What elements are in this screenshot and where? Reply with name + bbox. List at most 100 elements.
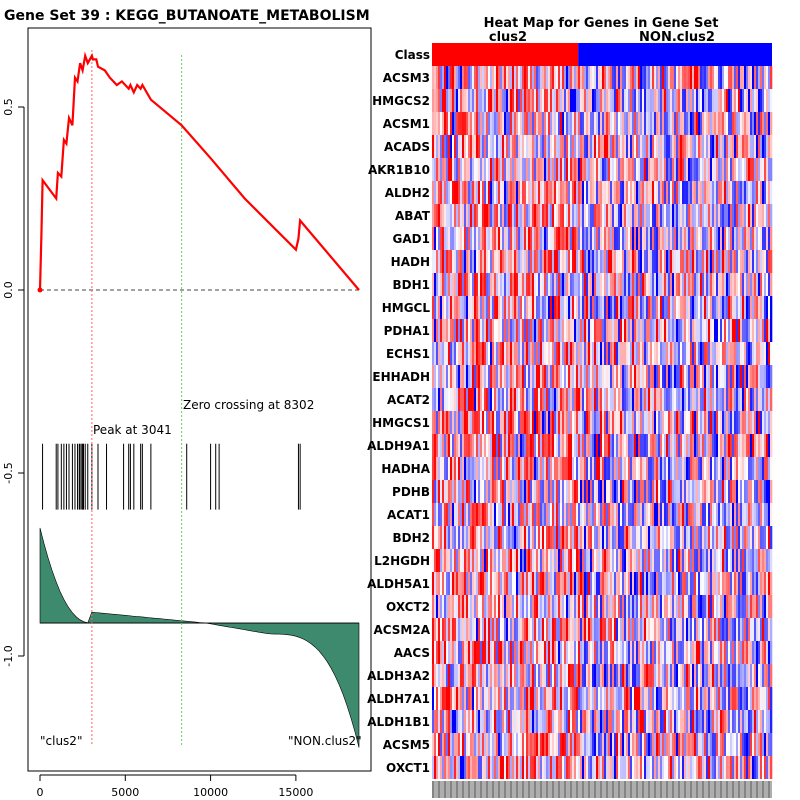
heatmap-cell <box>658 250 661 273</box>
heatmap-cell <box>504 595 507 618</box>
heatmap-cell <box>434 664 437 687</box>
heatmap-cell <box>610 342 613 365</box>
heatmap-cell <box>434 503 437 526</box>
heatmap-cell <box>462 296 465 319</box>
heatmap-cell <box>760 664 763 687</box>
heatmap-cell <box>766 365 769 388</box>
heatmap-cell <box>564 710 567 733</box>
heatmap-cell <box>760 457 763 480</box>
heatmap-cell <box>680 204 683 227</box>
heatmap-cell <box>632 296 635 319</box>
heatmap-cell <box>714 319 717 342</box>
heatmap-cell <box>486 618 489 641</box>
heatmap-cell <box>474 319 477 342</box>
heatmap-cell <box>542 457 545 480</box>
heatmap-cell <box>480 388 483 411</box>
heatmap-cell <box>496 273 499 296</box>
heatmap-cell <box>664 250 667 273</box>
heatmap-cell <box>588 618 591 641</box>
heatmap-cell <box>636 434 639 457</box>
heatmap-cell <box>534 457 537 480</box>
heatmap-cell <box>670 710 673 733</box>
heatmap-cell <box>566 411 569 434</box>
heatmap-cell <box>470 227 473 250</box>
heatmap-cell <box>516 204 519 227</box>
heatmap-cell <box>544 434 547 457</box>
heatmap-cell <box>678 480 681 503</box>
heatmap-cell <box>448 250 451 273</box>
heatmap-cell <box>652 296 655 319</box>
heatmap-cell <box>738 549 741 572</box>
heatmap-cell <box>558 664 561 687</box>
heatmap-cell <box>488 135 491 158</box>
heatmap-cell <box>718 319 721 342</box>
heatmap-cell <box>622 181 625 204</box>
heatmap-cell <box>718 664 721 687</box>
heatmap-cell <box>454 595 457 618</box>
heatmap-cell <box>726 664 729 687</box>
heatmap-cell <box>472 204 475 227</box>
heatmap-cell <box>702 296 705 319</box>
heatmap-cell <box>600 457 603 480</box>
heatmap-cell <box>568 250 571 273</box>
heatmap-cell <box>576 595 579 618</box>
heatmap-cell <box>518 342 521 365</box>
heatmap-cell <box>646 89 649 112</box>
heatmap-cell <box>516 181 519 204</box>
heatmap-cell <box>602 526 605 549</box>
heatmap-cell <box>718 641 721 664</box>
heatmap-cell <box>582 66 585 89</box>
heatmap-cell <box>554 457 557 480</box>
heatmap-cell <box>612 434 615 457</box>
heatmap-cell <box>552 181 555 204</box>
heatmap-cell <box>442 365 445 388</box>
heatmap-cell <box>570 181 573 204</box>
heatmap-cell <box>744 319 747 342</box>
heatmap-cell <box>486 641 489 664</box>
heatmap-cell <box>534 135 537 158</box>
heatmap-cell <box>604 664 607 687</box>
heatmap-cell <box>504 89 507 112</box>
heatmap-cell <box>694 158 697 181</box>
heatmap-cell <box>490 664 493 687</box>
heatmap-cell <box>684 411 687 434</box>
heatmap-cell <box>580 158 583 181</box>
heatmap-cell <box>706 273 709 296</box>
heatmap-cell <box>584 204 587 227</box>
heatmap-cell <box>646 480 649 503</box>
heatmap-cell <box>506 618 509 641</box>
heatmap-cell <box>620 503 623 526</box>
heatmap-cell <box>562 411 565 434</box>
heatmap-cell <box>580 227 583 250</box>
heatmap-cell <box>442 664 445 687</box>
heatmap-cell <box>758 434 761 457</box>
heatmap-cell <box>732 480 735 503</box>
heatmap-cell <box>728 457 731 480</box>
heatmap-cell <box>600 204 603 227</box>
heatmap-cell <box>630 664 633 687</box>
heatmap-cell <box>698 181 701 204</box>
heatmap-cell <box>448 503 451 526</box>
heatmap-cell <box>634 319 637 342</box>
heatmap-cell <box>464 572 467 595</box>
heatmap-cell <box>536 365 539 388</box>
heatmap-cell <box>698 572 701 595</box>
heatmap-cell <box>736 227 739 250</box>
heatmap-cell <box>558 618 561 641</box>
heatmap-cell <box>504 549 507 572</box>
heatmap-cell <box>728 388 731 411</box>
heatmap-cell <box>528 135 531 158</box>
heatmap-cell <box>458 89 461 112</box>
heatmap-cell <box>756 457 759 480</box>
heatmap-cell <box>700 66 703 89</box>
heatmap-cell <box>466 595 469 618</box>
heatmap-cell <box>644 319 647 342</box>
heatmap-cell <box>722 158 725 181</box>
heatmap-cell <box>718 204 721 227</box>
heatmap-cell <box>474 66 477 89</box>
heatmap-cell <box>466 687 469 710</box>
heatmap-cell <box>562 618 565 641</box>
heatmap-cell <box>518 503 521 526</box>
heatmap-cell <box>732 112 735 135</box>
heatmap-cell <box>680 618 683 641</box>
